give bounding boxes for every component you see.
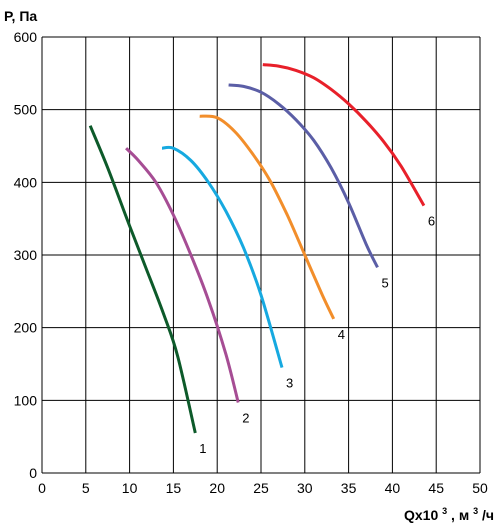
curve-label-5: 5 (382, 275, 389, 290)
y-axis-title: P, Па (4, 8, 37, 24)
x-axis-title-exp: 3 (442, 506, 447, 516)
x-tick-label: 45 (428, 480, 444, 496)
x-tick-label: 0 (38, 480, 46, 496)
x-tick-label: 50 (472, 480, 488, 496)
curve-4 (199, 114, 336, 320)
x-tick-label: 10 (122, 480, 138, 496)
x-tick-label: 40 (385, 480, 401, 496)
y-tick-label: 300 (14, 247, 38, 263)
y-tick-label: 0 (29, 465, 37, 481)
x-axis-title-main: Qx10 (404, 507, 438, 523)
x-tick-label: 15 (166, 480, 182, 496)
y-tick-label: 400 (14, 174, 38, 190)
x-axis-title: Qx10 3 , м 3 /ч (404, 501, 494, 523)
grid (41, 36, 481, 474)
y-tick-label: 500 (14, 102, 38, 118)
curve-label-2: 2 (242, 411, 249, 426)
y-tick-label: 100 (14, 392, 38, 408)
x-tick-label: 30 (297, 480, 313, 496)
x-axis-title-unit: , м (451, 507, 469, 523)
curve-label-1: 1 (199, 441, 206, 456)
curve-label-4: 4 (338, 327, 345, 342)
curve-3 (161, 145, 284, 369)
curve-1 (88, 125, 197, 434)
curve-labels: 1 2 3 4 5 6 (199, 214, 435, 456)
curve-label-3: 3 (286, 376, 293, 391)
curve-6 (262, 63, 426, 207)
curve-label-6: 6 (428, 214, 435, 229)
x-axis-title-unit-suffix: /ч (482, 507, 494, 523)
x-tick-label: 25 (253, 480, 269, 496)
x-tick-label: 5 (82, 480, 90, 496)
x-tick-label: 35 (341, 480, 357, 496)
curve-2 (125, 147, 240, 403)
x-axis-title-unit-exp: 3 (473, 506, 478, 516)
curves (88, 63, 426, 434)
curve-5 (228, 83, 379, 269)
y-tick-label: 200 (14, 320, 38, 336)
y-tick-label: 600 (14, 29, 38, 45)
x-tick-label: 20 (209, 480, 225, 496)
